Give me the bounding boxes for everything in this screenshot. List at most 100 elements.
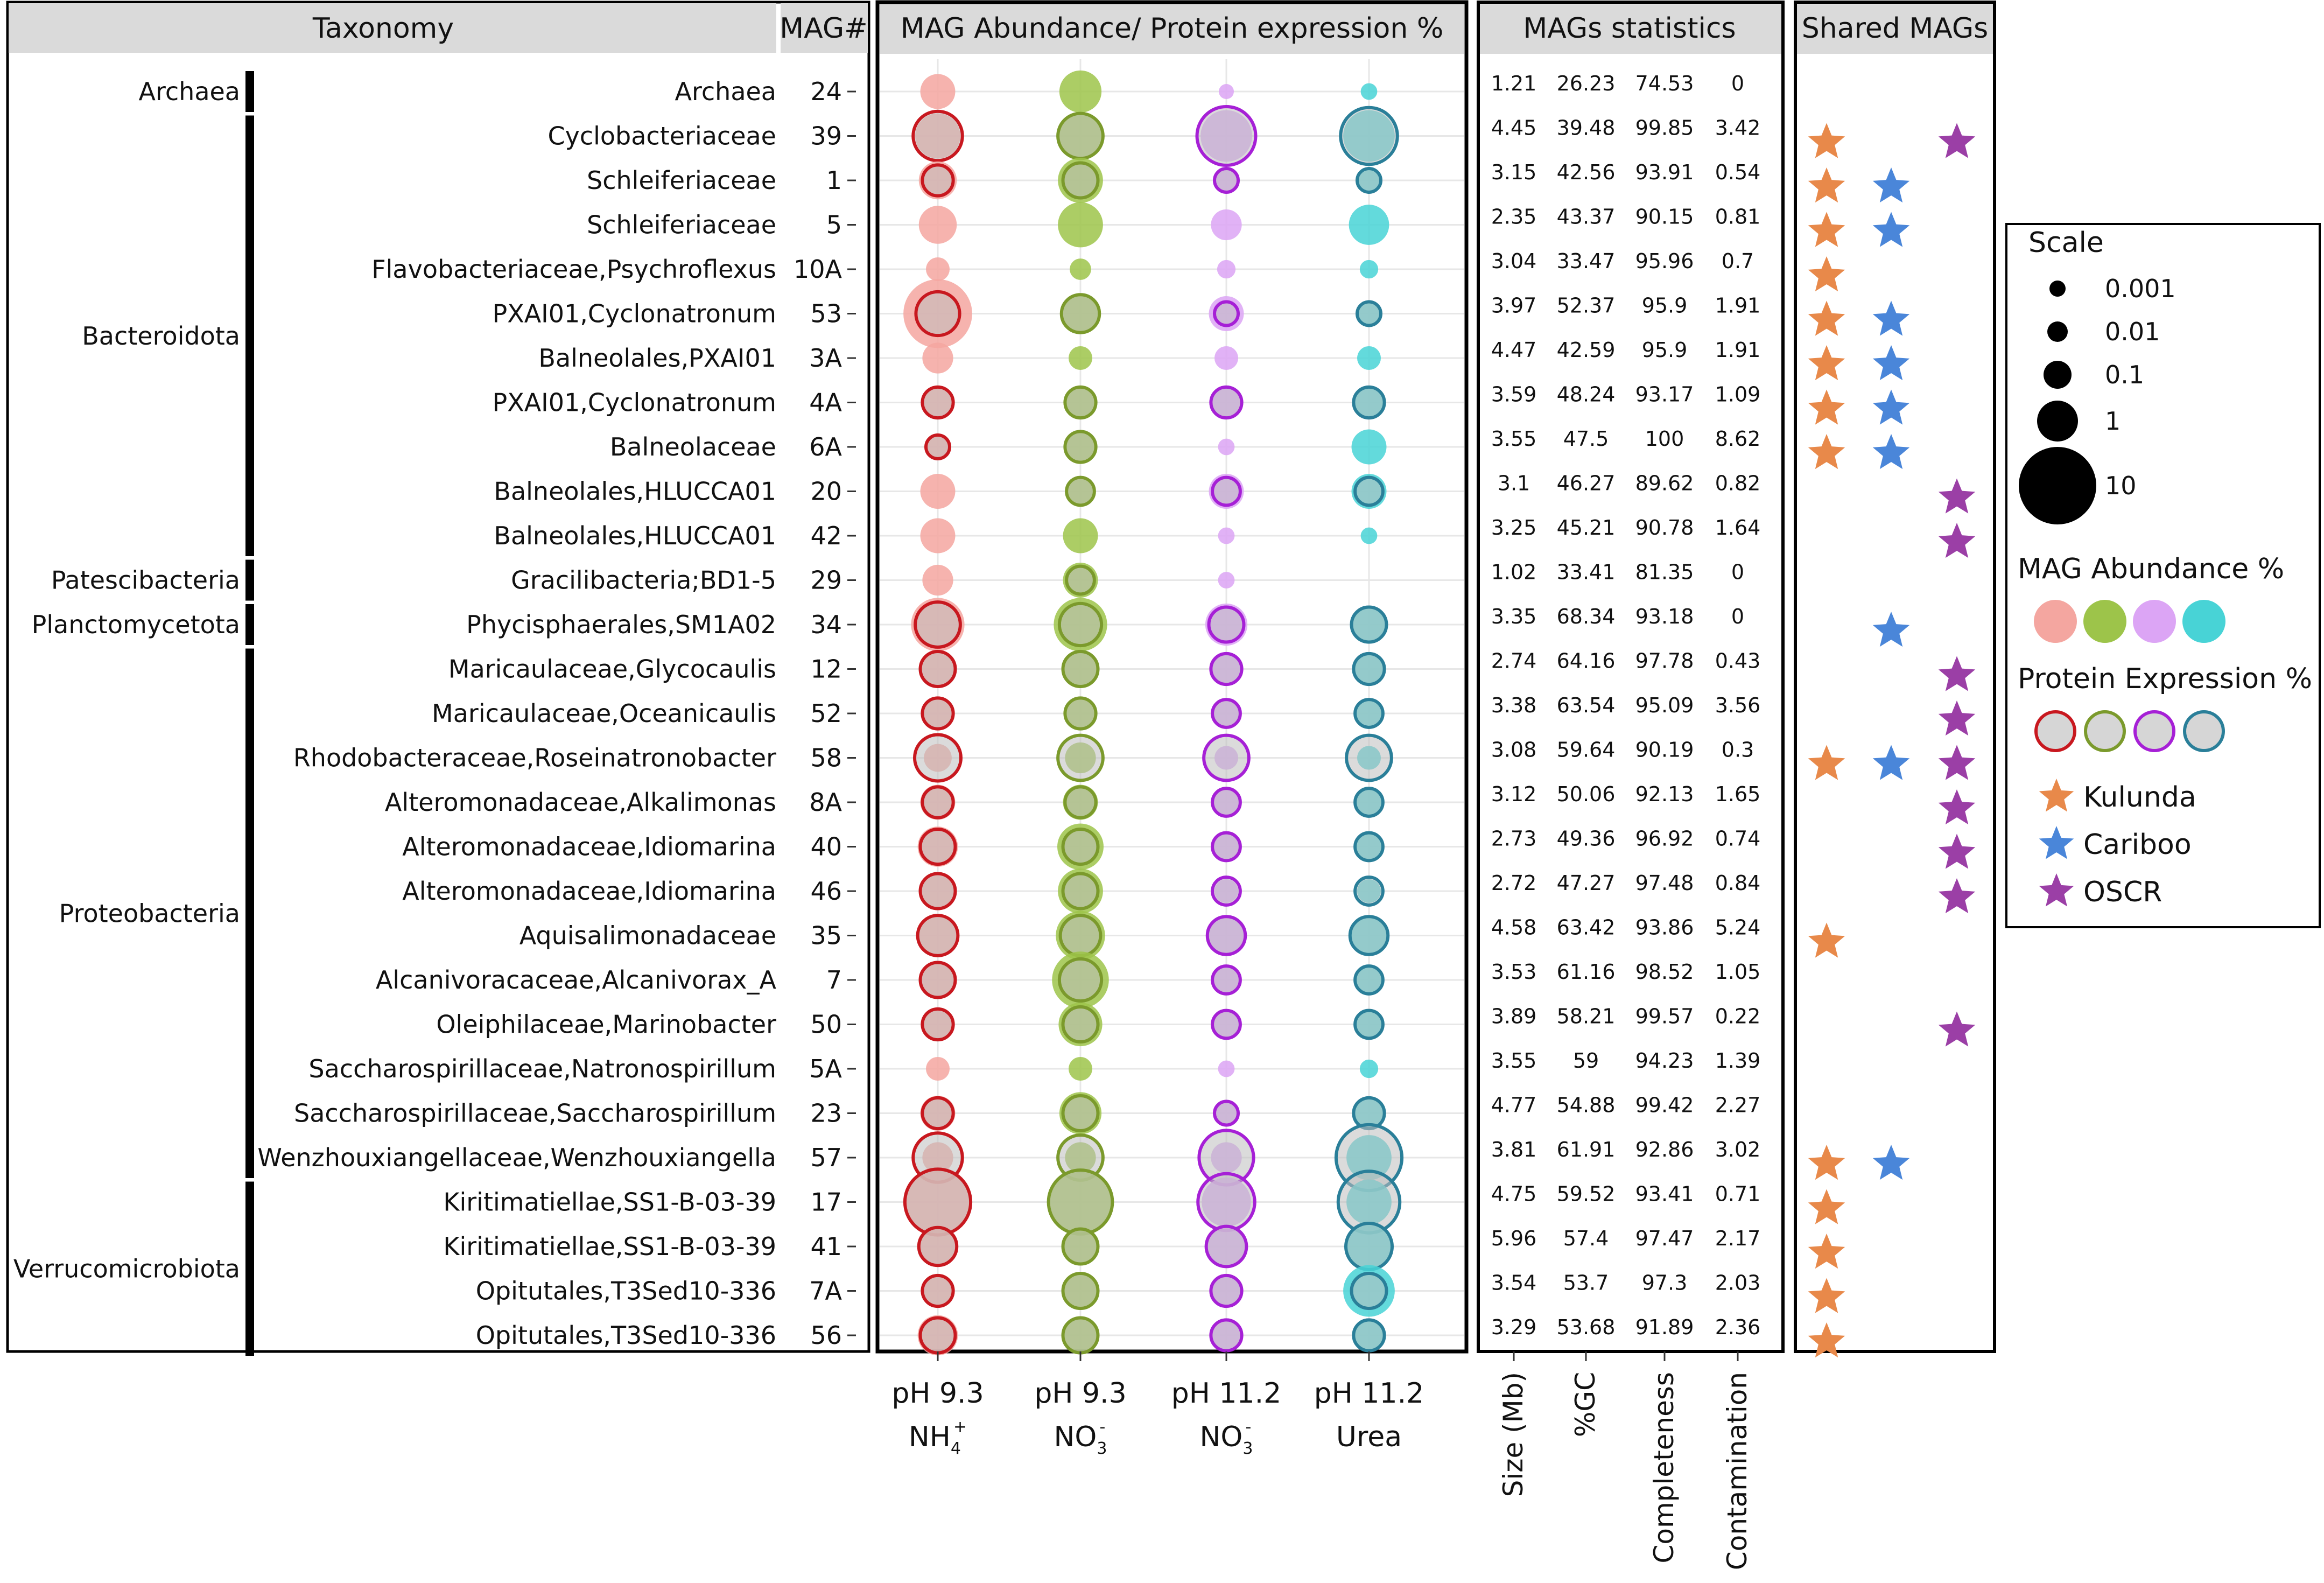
shared-star: [1872, 612, 1910, 647]
expression-bubble: [918, 961, 957, 999]
abundance-bubble: [1219, 84, 1234, 99]
shared-mag-stars: [1808, 123, 1976, 1358]
stat-value: 53.68: [1557, 1315, 1616, 1339]
shared-star: [1872, 434, 1910, 470]
taxon-label: Kiritimatiellae,SS1-B-03-39: [443, 1232, 776, 1261]
abundance-bubble: [1360, 83, 1378, 100]
expression-bubble: [1209, 652, 1244, 687]
panel-headers: Taxonomy MAG# MAG Abundance/ Protein expre…: [9, 3, 1993, 54]
expression-swatch: [2183, 710, 2225, 752]
stat-value: 2.35: [1491, 205, 1537, 229]
stat-value: 4.58: [1491, 916, 1537, 940]
expression-bubble: [1058, 914, 1103, 957]
mag-id: 58: [810, 744, 842, 773]
shared-star: [1808, 1234, 1845, 1269]
stat-value: 2.74: [1491, 649, 1537, 673]
stats-panel: [1477, 1, 1785, 1353]
taxon-label: Balneolaceae: [610, 432, 776, 461]
taxon-label: Alteromonadaceae,Idiomarina: [402, 832, 776, 861]
abundance-bubble: [920, 74, 956, 109]
stat-value: 3.12: [1491, 782, 1537, 806]
mag-id: 5A: [809, 1054, 842, 1083]
expression-bubble: [1209, 1318, 1244, 1353]
expression-bubble: [1061, 828, 1100, 866]
stat-value: 47.5: [1563, 427, 1609, 451]
abundance-bubble: [926, 1057, 950, 1081]
stat-value: 99.42: [1635, 1094, 1694, 1117]
stat-value: 2.36: [1715, 1315, 1761, 1339]
stat-value: 2.73: [1491, 827, 1537, 851]
stat-value: 61.91: [1557, 1138, 1616, 1161]
mag-id: 20: [810, 477, 842, 506]
stat-value: 92.13: [1635, 782, 1694, 806]
stat-value: 3.97: [1491, 294, 1537, 318]
expression-bubble: [1353, 831, 1385, 863]
stat-value: 1.91: [1715, 294, 1761, 318]
expression-bubble: [1348, 915, 1390, 956]
stat-value: 100: [1645, 427, 1684, 451]
stat-value: 4.45: [1491, 116, 1537, 140]
expression-bubble: [1356, 300, 1382, 327]
stat-value: 4.47: [1491, 338, 1537, 362]
condition-sublabel: NH4+: [909, 1418, 967, 1458]
phylum-bar: [245, 1181, 254, 1356]
stat-value: 3.54: [1491, 1271, 1537, 1295]
expression-bubble: [1065, 475, 1096, 507]
abundance-bubble: [1357, 346, 1381, 370]
abundance-header: MAG Abundance/ Protein expression %: [901, 12, 1444, 45]
bubbles: [903, 70, 1404, 1356]
stat-value: 58.21: [1557, 1005, 1616, 1028]
mag-id: 52: [810, 699, 842, 728]
mag-id: 56: [810, 1321, 842, 1350]
expression-bubble: [1352, 1318, 1386, 1353]
stat-value: 97.3: [1642, 1271, 1688, 1295]
taxon-label: Wenzhouxiangellaceae,Wenzhouxiangella: [257, 1143, 776, 1172]
taxon-label: Balneolales,HLUCCA01: [494, 477, 776, 506]
expression-bubble: [914, 290, 961, 338]
expression-bubble: [1063, 785, 1098, 819]
stat-value: 1.39: [1715, 1049, 1761, 1073]
condition-sublabel: NO3-: [1054, 1418, 1107, 1458]
expression-bubble: [1213, 300, 1240, 327]
stat-value: 39.48: [1557, 116, 1616, 140]
expression-swatch: [2034, 710, 2076, 752]
scale-label: 1: [2105, 407, 2121, 436]
taxonomy-header: Taxonomy: [312, 12, 454, 45]
mag-id: 6A: [809, 432, 842, 461]
stat-value: 94.23: [1635, 1049, 1694, 1073]
abundance-bubble: [920, 518, 956, 554]
taxonomy-labels: Archaea 24 Cyclobacteriaceae 39 Schleiferiac…: [13, 71, 856, 1356]
stat-value: 5.96: [1491, 1227, 1537, 1250]
expression-bubble: [921, 696, 955, 731]
stat-value: 2.03: [1715, 1271, 1761, 1295]
stat-value: 61.16: [1557, 960, 1616, 984]
mag-id: 1: [826, 166, 842, 195]
expression-bubble: [1350, 1272, 1388, 1310]
stat-value: 90.78: [1635, 516, 1694, 540]
abundance-bubble: [1349, 205, 1389, 245]
expression-bubble: [1211, 698, 1242, 729]
shared-star: [1872, 389, 1910, 425]
shared-legend-label: OSCR: [2083, 876, 2162, 908]
mag-id: 46: [810, 877, 842, 906]
expression-bubble: [1063, 696, 1098, 731]
expression-bubble: [917, 1225, 959, 1267]
shared-star: [1808, 922, 1845, 958]
stat-value: 59.52: [1557, 1182, 1616, 1206]
stat-value: 3.56: [1715, 694, 1761, 717]
stat-value: 93.18: [1635, 605, 1694, 628]
expression-bubble: [1056, 733, 1105, 782]
shared-star: [1872, 745, 1910, 780]
stat-value: 0.54: [1715, 160, 1761, 184]
expression-bubble: [914, 600, 962, 649]
stat-value: 93.41: [1635, 1182, 1694, 1206]
taxon-label: Phycisphaerales,SM1A02: [466, 610, 776, 639]
stat-value: 0.7: [1722, 249, 1754, 273]
stat-value: 57.4: [1563, 1227, 1609, 1250]
stat-value: 1.64: [1715, 516, 1761, 540]
stat-value: 0.43: [1715, 649, 1761, 673]
expression-bubble: [1353, 875, 1385, 907]
abundance-swatch: [2083, 600, 2126, 643]
stat-value: 1.02: [1491, 561, 1537, 584]
abundance-bubble: [1069, 346, 1092, 370]
